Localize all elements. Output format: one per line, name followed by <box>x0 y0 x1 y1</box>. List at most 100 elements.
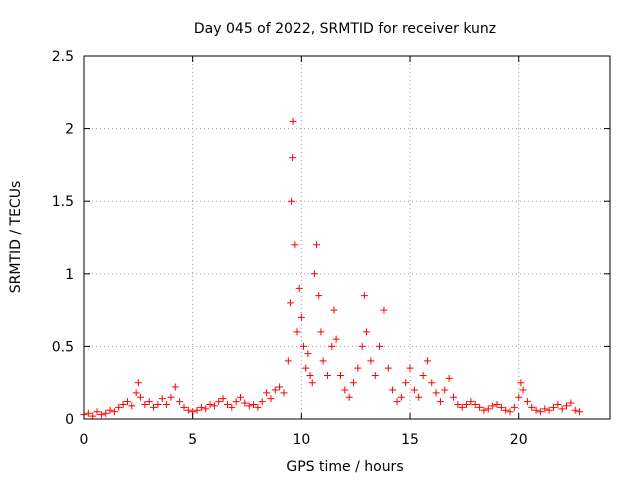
data-point <box>171 383 179 391</box>
data-point <box>232 398 240 406</box>
data-point <box>150 403 158 411</box>
data-point <box>132 389 140 397</box>
data-point <box>215 398 223 406</box>
data-point <box>119 400 127 408</box>
data-point <box>276 383 284 391</box>
data-point <box>115 403 123 411</box>
data-point <box>436 398 444 406</box>
y-tick-label: 2 <box>65 122 74 138</box>
data-point <box>167 393 175 401</box>
data-point <box>154 400 162 408</box>
data-point <box>471 400 479 408</box>
data-point <box>300 342 308 350</box>
chart-title: Day 045 of 2022, SRMTID for receiver kun… <box>194 21 496 37</box>
data-point <box>288 197 296 205</box>
data-points <box>80 117 584 420</box>
data-point <box>517 379 525 387</box>
data-point <box>571 406 579 414</box>
data-point <box>476 403 484 411</box>
data-point <box>286 299 294 307</box>
data-point <box>102 409 110 417</box>
data-point <box>158 395 166 403</box>
data-point <box>454 400 462 408</box>
data-point <box>367 357 375 365</box>
data-point <box>489 402 497 410</box>
data-point <box>328 342 336 350</box>
data-point <box>360 292 368 300</box>
data-point <box>519 386 527 394</box>
data-point <box>576 408 584 416</box>
data-point <box>184 406 192 414</box>
data-point <box>419 371 427 379</box>
data-point <box>145 398 153 406</box>
data-point <box>384 364 392 372</box>
data-point <box>89 412 97 420</box>
x-tick-label: 10 <box>292 432 310 448</box>
data-point <box>376 342 384 350</box>
data-point <box>406 364 414 372</box>
data-point <box>345 393 353 401</box>
data-point <box>354 364 362 372</box>
data-point <box>567 399 575 407</box>
data-point <box>308 379 316 387</box>
data-point <box>536 408 544 416</box>
data-point <box>223 400 231 408</box>
data-point <box>137 393 145 401</box>
data-point <box>289 117 297 125</box>
data-point <box>445 374 453 382</box>
x-axis-title: GPS time / hours <box>286 459 403 475</box>
axes: 0 5 10 15 20 0 0.5 1 1.5 2 2.5 <box>52 49 610 448</box>
data-point <box>263 389 271 397</box>
data-point <box>258 398 266 406</box>
data-point <box>106 406 114 414</box>
data-point <box>317 328 325 336</box>
grid <box>84 56 610 419</box>
data-point <box>330 306 338 314</box>
data-point <box>141 400 149 408</box>
data-point <box>319 357 327 365</box>
data-point <box>363 328 371 336</box>
data-point <box>389 386 397 394</box>
x-tick-label: 0 <box>80 432 89 448</box>
data-point <box>502 406 510 414</box>
data-point <box>93 408 101 416</box>
data-point <box>402 379 410 387</box>
data-point <box>332 335 340 343</box>
plot-frame <box>83 55 611 420</box>
data-point <box>295 284 303 292</box>
data-point <box>163 400 171 408</box>
data-point <box>480 406 488 414</box>
data-point <box>554 400 562 408</box>
data-point <box>241 399 249 407</box>
data-point <box>341 386 349 394</box>
data-point <box>515 393 523 401</box>
data-point <box>310 270 318 278</box>
y-tick-label: 1 <box>65 267 74 283</box>
data-point <box>134 379 142 387</box>
data-point <box>458 403 466 411</box>
data-point <box>313 241 321 249</box>
y-tick-label: 0 <box>65 412 74 428</box>
data-point <box>236 393 244 401</box>
data-point <box>380 306 388 314</box>
data-point <box>371 371 379 379</box>
data-point <box>110 408 118 416</box>
data-point <box>545 406 553 414</box>
data-point <box>532 406 540 414</box>
x-tick-label: 15 <box>401 432 419 448</box>
y-axis-title: SRMTID / TECUs <box>8 181 24 294</box>
data-point <box>271 386 279 394</box>
data-point <box>315 292 323 300</box>
data-point <box>306 371 314 379</box>
data-point <box>450 393 458 401</box>
data-point <box>289 154 297 162</box>
data-point <box>467 398 475 406</box>
data-point <box>350 379 358 387</box>
data-point <box>323 371 331 379</box>
data-point <box>415 393 423 401</box>
y-tick-label: 1.5 <box>52 194 74 210</box>
data-point <box>463 400 471 408</box>
data-point <box>410 386 418 394</box>
